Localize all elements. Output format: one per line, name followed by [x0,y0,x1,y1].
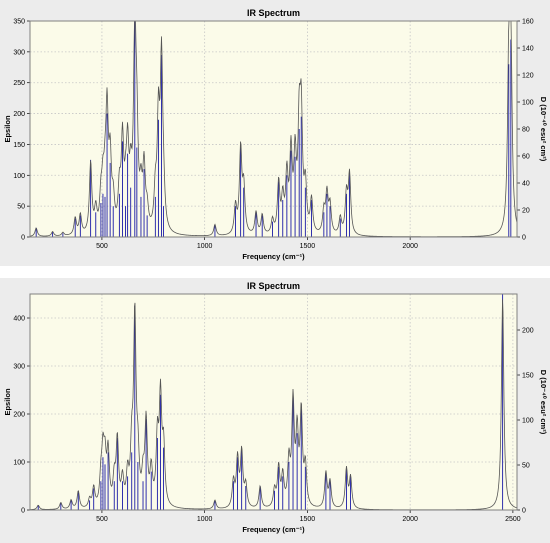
y2-tick-label: 150 [522,373,534,380]
y2-tick-label: 0 [522,508,526,515]
y-tick-label: 200 [13,111,25,118]
x-axis-label: Frequency (cm⁻¹) [242,525,305,534]
y2-tick-label: 200 [522,328,534,335]
x-tick-label: 1000 [197,243,213,250]
plot-area [29,293,518,511]
panel-separator [0,266,550,278]
y2-tick-label: 20 [522,208,530,215]
plot-frame [29,293,518,511]
chart-title: IR Spectrum [247,8,300,18]
y-tick-label: 300 [13,49,25,56]
x-tick-label: 500 [96,243,108,250]
y2-tick-label: 50 [522,463,530,470]
y2-tick-label: 60 [522,154,530,161]
y-tick-label: 150 [13,142,25,149]
y2-axis-label: D (10⁻⁴⁰ esu² cm²) [539,97,548,162]
y-tick-label: 50 [17,204,25,211]
y2-tick-label: 40 [522,181,530,188]
chart-title: IR Spectrum [247,281,300,291]
y2-tick-label: 120 [522,73,534,80]
plot-frame [29,20,518,238]
y2-tick-label: 100 [522,100,534,107]
y2-tick-label: 80 [522,127,530,134]
x-tick-label: 2000 [402,516,418,523]
x-tick-label: 500 [96,516,108,523]
y2-tick-label: 160 [522,19,534,26]
y-axis-label: Epsilon [3,115,12,143]
y-tick-label: 250 [13,80,25,87]
y2-axis-label: D (10⁻⁴⁰ esu² cm²) [539,370,548,435]
stick-series [37,294,504,510]
x-tick-label: 1000 [197,516,213,523]
ir-spectrum-chart-top: IR Spectrum Frequency (cm⁻¹) Epsilon D (… [3,8,548,261]
x-tick-label: 1500 [300,516,316,523]
grid-lines [30,294,517,510]
ir-spectrum-panel-top: IR Spectrum Frequency (cm⁻¹) Epsilon D (… [0,0,550,266]
x-tick-label: 2000 [402,243,418,250]
x-axis-label: Frequency (cm⁻¹) [242,252,305,261]
y-axis-label: Epsilon [3,388,12,416]
stick-series [35,21,512,237]
y-tick-label: 100 [13,460,25,467]
ir-spectrum-panel-bottom: IR Spectrum Frequency (cm⁻¹) Epsilon D (… [0,278,550,543]
y-tick-label: 300 [13,364,25,371]
y2-tick-label: 140 [522,46,534,53]
y-tick-label: 0 [21,235,25,242]
y-tick-label: 350 [13,19,25,26]
y-tick-label: 0 [21,508,25,515]
y-tick-label: 100 [13,173,25,180]
ir-spectrum-chart-bottom: IR Spectrum Frequency (cm⁻¹) Epsilon D (… [3,281,548,534]
x-tick-label: 1500 [300,243,316,250]
y2-tick-label: 100 [522,418,534,425]
y2-tick-label: 0 [522,235,526,242]
y-tick-label: 400 [13,316,25,323]
y-tick-label: 200 [13,412,25,419]
x-tick-label: 2500 [505,516,521,523]
plot-area [29,20,518,238]
